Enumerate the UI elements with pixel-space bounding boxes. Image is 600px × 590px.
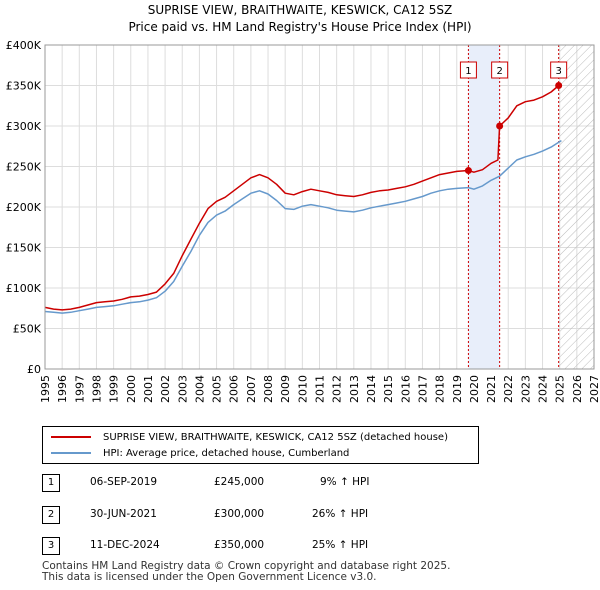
x-tick-label: 2025 <box>554 375 567 403</box>
plot-frame <box>44 44 595 370</box>
x-tick-label: 2008 <box>262 375 275 403</box>
y-tick-label: £0 <box>27 363 41 376</box>
sale-price: £245,000 <box>214 476 265 488</box>
series-line-hpi <box>44 139 562 314</box>
x-tick-label: 2003 <box>176 375 189 403</box>
x-tick-label: 2014 <box>365 375 378 403</box>
sale-label-number: 3 <box>555 66 561 77</box>
sale-label-box <box>459 61 477 79</box>
sale-hpi-change: 26% ↑ HPI <box>312 508 369 520</box>
sale-date: 30-JUN-2021 <box>90 508 157 520</box>
x-tick-label: 2024 <box>537 375 550 403</box>
x-tick-label: 2023 <box>519 375 532 403</box>
x-tick-label: 2005 <box>211 375 224 403</box>
x-tick-label: 2015 <box>382 375 395 403</box>
x-tick-label: 2017 <box>416 375 429 403</box>
x-tick-label: 2006 <box>228 375 241 403</box>
x-tick-label: 2002 <box>159 375 172 403</box>
x-tick-label: 2018 <box>434 375 447 403</box>
sale-point <box>496 122 504 130</box>
footer-attribution: Contains HM Land Registry data © Crown c… <box>42 561 450 583</box>
table-row: 1 06-SEP-2019 £245,000 9% ↑ HPI <box>42 474 562 492</box>
footer-line-2: This data is licensed under the Open Gov… <box>42 571 377 583</box>
sale-number-badge: 3 <box>42 537 60 555</box>
x-tick-label: 2004 <box>193 375 206 403</box>
x-tick-label: 1995 <box>39 375 52 403</box>
y-tick-label: £300K <box>6 120 42 133</box>
legend-swatch-red <box>51 436 91 438</box>
sale-hpi-change: 25% ↑ HPI <box>312 539 369 551</box>
y-tick-label: £50K <box>13 323 42 336</box>
legend-label-property: SUPRISE VIEW, BRAITHWAITE, KESWICK, CA12… <box>103 431 448 443</box>
x-tick-label: 2020 <box>468 375 481 403</box>
x-tick-label: 2001 <box>142 375 155 403</box>
x-tick-label: 2000 <box>125 375 138 403</box>
table-row: 3 11-DEC-2024 £350,000 25% ↑ HPI <box>42 537 562 555</box>
sale-number-badge: 1 <box>42 474 60 492</box>
x-tick-label: 2010 <box>296 375 309 403</box>
chart-legend: SUPRISE VIEW, BRAITHWAITE, KESWICK, CA12… <box>42 426 479 464</box>
y-tick-label: £250K <box>6 161 42 174</box>
x-tick-label: 1999 <box>108 375 121 403</box>
x-tick-label: 2022 <box>502 375 515 403</box>
footer-line-1: Contains HM Land Registry data © Crown c… <box>42 560 451 572</box>
future-hatched-region <box>559 45 594 369</box>
y-tick-label: £150K <box>6 242 42 255</box>
legend-item-property: SUPRISE VIEW, BRAITHWAITE, KESWICK, CA12… <box>51 429 448 445</box>
sale-label-number: 2 <box>496 66 502 77</box>
x-tick-label: 2012 <box>331 375 344 403</box>
x-tick-label: 2013 <box>348 375 361 403</box>
x-tick-label: 2021 <box>485 375 498 403</box>
x-tick-label: 2011 <box>314 375 327 403</box>
price-chart: 1 2 3 £0 £50K £100K £150K £200K £250K £300K £350K… <box>6 39 600 403</box>
x-tick-label: 2027 <box>588 375 600 403</box>
series-line-property <box>44 83 562 311</box>
sale-label-box <box>491 61 509 79</box>
table-row: 2 30-JUN-2021 £300,000 26% ↑ HPI <box>42 506 562 524</box>
legend-swatch-blue <box>51 452 91 454</box>
x-tick-label: 2007 <box>245 375 258 403</box>
x-tick-label: 1996 <box>56 375 69 403</box>
sale-date: 11-DEC-2024 <box>90 539 160 551</box>
sale-point <box>555 82 563 89</box>
x-tick-label: 2019 <box>451 375 464 403</box>
chart-title: SUPRISE VIEW, BRAITHWAITE, KESWICK, CA12… <box>147 3 453 17</box>
sale-price: £350,000 <box>214 539 265 551</box>
legend-label-hpi: HPI: Average price, detached house, Cumb… <box>103 447 350 459</box>
sale-hpi-change: 9% ↑ HPI <box>320 476 370 488</box>
sale-label-box <box>550 61 568 79</box>
x-tick-label: 2009 <box>279 375 292 403</box>
sale-label-number: 1 <box>465 66 471 77</box>
sale-number-badge: 2 <box>42 506 60 524</box>
between-sales-shade <box>468 45 500 369</box>
x-tick-label: 1997 <box>73 375 86 403</box>
y-tick-label: £200K <box>6 201 42 214</box>
sale-price: £300,000 <box>214 508 265 520</box>
sale-point <box>464 167 472 175</box>
x-tick-label: 2016 <box>399 375 412 403</box>
x-tick-label: 1998 <box>90 375 103 403</box>
sale-date: 06-SEP-2019 <box>90 476 158 488</box>
y-tick-label: £100K <box>6 282 42 295</box>
chart-subtitle: Price paid vs. HM Land Registry's House … <box>128 20 472 34</box>
legend-item-hpi: HPI: Average price, detached house, Cumb… <box>51 445 349 461</box>
x-tick-label: 2026 <box>571 375 584 403</box>
y-tick-label: £400K <box>6 39 42 52</box>
y-tick-label: £350K <box>6 80 42 93</box>
